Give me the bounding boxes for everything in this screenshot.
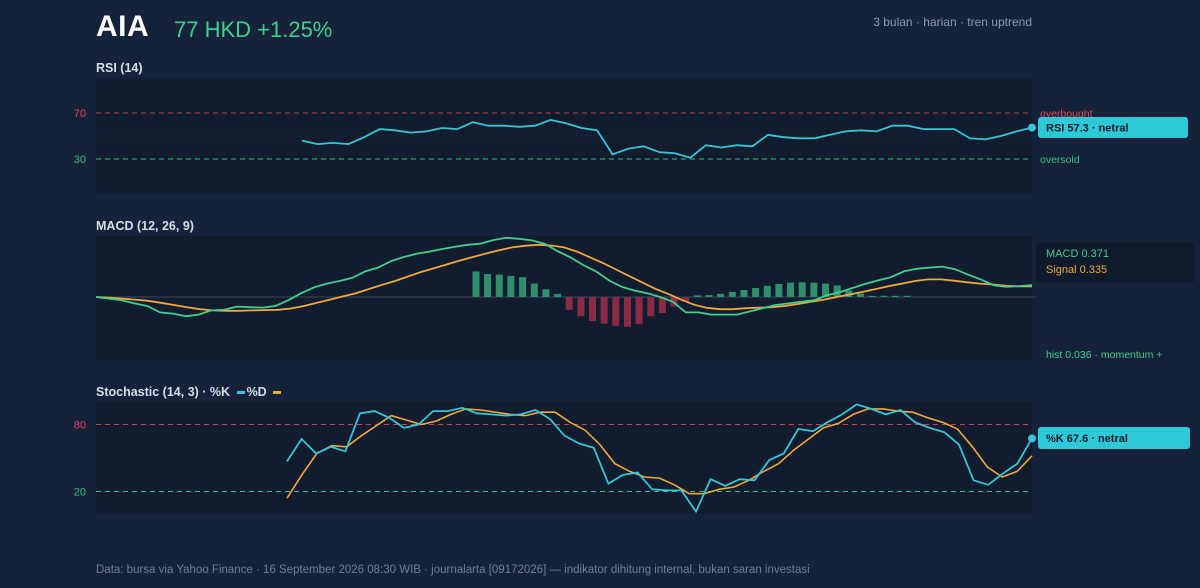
histogram-bar (833, 285, 841, 297)
k-legend-swatch (236, 391, 245, 395)
histogram-bar (635, 297, 643, 325)
stochastic-panel (96, 402, 1032, 514)
rsi-oversold-label: oversold (1040, 154, 1080, 166)
histogram-bar (775, 283, 783, 297)
stochastic-panel-title: Stochastic (14, 3) · %K %D (96, 385, 283, 399)
macd-histogram (472, 271, 911, 327)
histogram-bar (542, 289, 550, 297)
stoch-k-last-point (1028, 434, 1036, 443)
chart-meta: 3 bulan · harian · tren uptrend (873, 15, 1032, 29)
histogram-bar (484, 274, 492, 297)
histogram-bar (798, 282, 806, 297)
d-legend-label: %D (246, 385, 267, 399)
histogram-bar (624, 297, 631, 327)
histogram-bar (693, 295, 701, 297)
histogram-bar (600, 297, 608, 324)
rsi-tick-70: 70 (74, 108, 86, 120)
histogram-bar (728, 291, 736, 297)
histogram-bar (763, 285, 771, 297)
histogram-bar (612, 297, 620, 326)
stoch-current-badge (1038, 427, 1190, 449)
histogram-bar (880, 295, 888, 297)
rsi-last-point (1028, 123, 1036, 132)
histogram-bar (868, 295, 876, 297)
histogram-bar (554, 293, 561, 297)
rsi-current-label: RSI 57.3 · netral (1046, 123, 1129, 135)
histogram-bar (495, 274, 503, 297)
histogram-bar (589, 297, 596, 321)
macd-value-label: MACD 0.371 (1046, 248, 1109, 260)
macd-panel-title: MACD (12, 26, 9) (96, 219, 194, 233)
histogram-bar (752, 288, 760, 297)
histogram-bar (658, 297, 666, 313)
histogram-bar (472, 271, 480, 297)
d-legend-swatch (273, 391, 282, 395)
price-quote: 77 HKD +1.25% (174, 17, 333, 42)
histogram-bar (705, 295, 713, 297)
histogram-bar (810, 282, 818, 297)
histogram-bar (903, 295, 911, 297)
histogram-bar (857, 293, 864, 297)
histogram-bar (717, 293, 725, 297)
stoch-tick-80: 80 (74, 420, 86, 432)
stochastic-title-text: Stochastic (14, 3) · %K (96, 385, 231, 399)
macd-panel (96, 236, 1032, 360)
rsi-tick-30: 30 (74, 154, 86, 166)
macd-series-line (95, 236, 1033, 318)
histogram-bar (530, 283, 538, 297)
stoch-current-label: %K 67.6 · netral (1046, 433, 1128, 445)
histogram-bar (519, 277, 527, 297)
macd-readout-box (1036, 242, 1194, 282)
histogram-value-label: hist 0.036 · momentum + (1046, 349, 1162, 361)
histogram-bar (787, 282, 794, 297)
histogram-bar (822, 283, 829, 297)
stoch-k-line (286, 403, 1033, 514)
footer-source: Data: bursa via Yahoo Finance · 16 Septe… (96, 564, 810, 576)
rsi-current-badge (1038, 117, 1188, 138)
rsi-panel-title: RSI (14) (96, 61, 143, 75)
histogram-bar (647, 297, 655, 317)
macd-signal-line (95, 243, 1033, 312)
histogram-bar (891, 295, 899, 297)
stoch-d-line (286, 408, 1033, 499)
stoch-tick-20: 20 (74, 487, 86, 499)
signal-value-label: Signal 0.335 (1046, 264, 1107, 276)
histogram-bar (682, 297, 690, 302)
ticker-symbol: AIA (96, 10, 150, 43)
histogram-bar (740, 290, 748, 297)
rsi-series-line (301, 118, 1033, 159)
histogram-bar (507, 275, 515, 297)
histogram-bar (565, 297, 573, 310)
histogram-bar (577, 297, 585, 317)
